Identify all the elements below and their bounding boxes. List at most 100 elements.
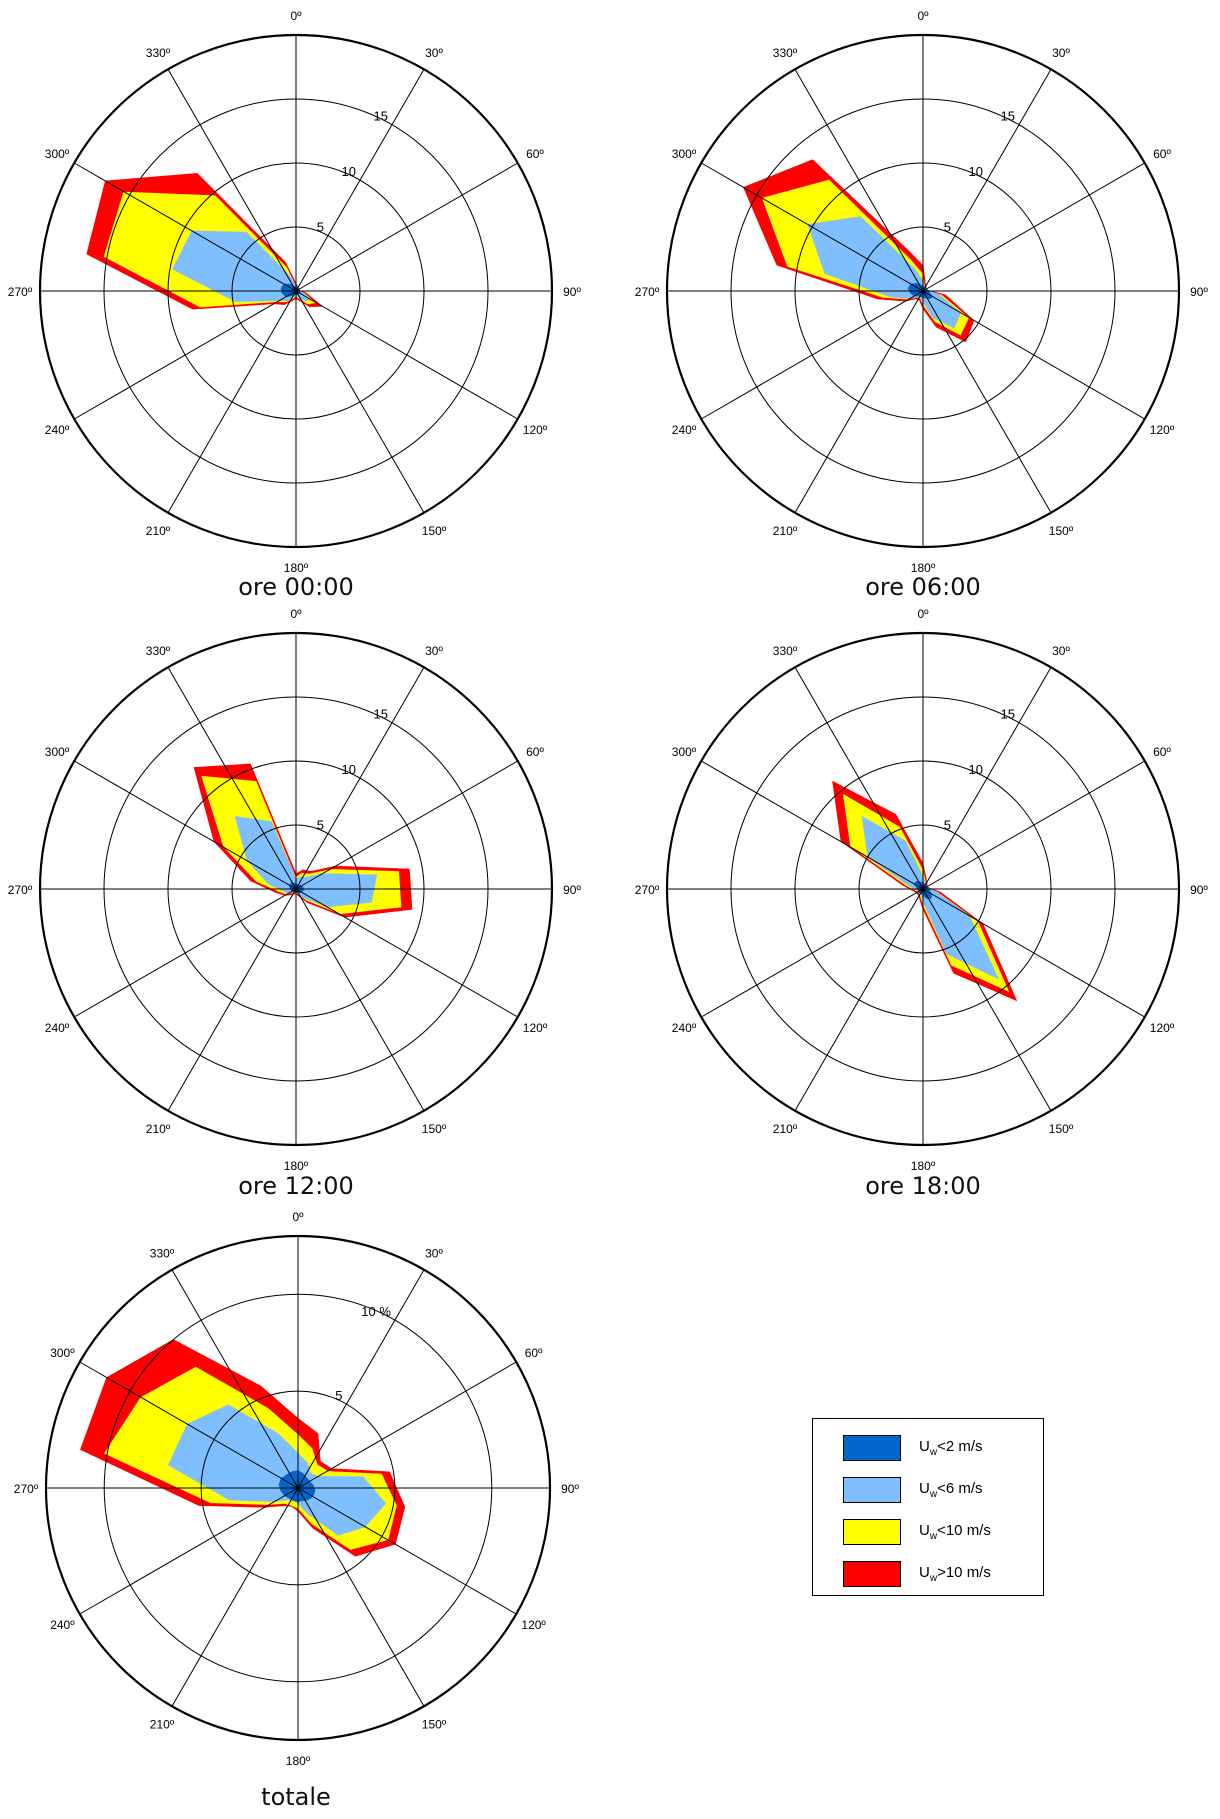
spoke-150 [922, 290, 1052, 513]
direction-label-330: 330º [150, 1246, 175, 1260]
direction-label-210: 210º [146, 524, 171, 538]
direction-label-90: 90º [1190, 285, 1208, 299]
direction-label-90: 90º [563, 285, 581, 299]
direction-label-150: 150º [1049, 524, 1074, 538]
direction-label-270: 270º [8, 285, 33, 299]
spoke-210 [167, 290, 297, 513]
direction-label-60: 60º [1153, 147, 1171, 161]
spoke-240 [79, 1487, 299, 1615]
direction-label-180: 180º [284, 561, 309, 575]
direction-label-180: 180º [911, 1159, 936, 1173]
ring-label: 5 [317, 220, 324, 235]
direction-label-180: 180º [911, 561, 936, 575]
spoke-300 [79, 1361, 299, 1489]
direction-label-90: 90º [563, 883, 581, 897]
spoke-300 [701, 760, 924, 890]
spoke-210 [794, 290, 924, 513]
spoke-60 [922, 162, 1145, 292]
rose-title-1800: ore 18:00 [865, 1172, 981, 1200]
direction-label-210: 210º [773, 1122, 798, 1136]
ring-label: 15 [1001, 707, 1015, 722]
direction-label-330: 330º [773, 46, 798, 60]
spoke-60 [297, 1361, 517, 1489]
direction-label-30: 30º [1052, 46, 1070, 60]
direction-label-210: 210º [773, 524, 798, 538]
direction-label-300: 300º [45, 147, 70, 161]
wind-rose-1800: 510150º30º60º90º120º150º180º210º240º270º… [635, 607, 1209, 1173]
spoke-210 [171, 1487, 299, 1707]
direction-label-120: 120º [521, 1618, 546, 1632]
direction-label-300: 300º [672, 147, 697, 161]
ring-label: 15 [1001, 109, 1015, 124]
spoke-120 [297, 1487, 517, 1615]
direction-label-270: 270º [14, 1482, 39, 1496]
direction-label-300: 300º [50, 1346, 75, 1360]
spoke-60 [295, 162, 518, 292]
direction-label-60: 60º [526, 745, 544, 759]
direction-label-150: 150º [422, 1718, 447, 1732]
direction-label-0: 0º [290, 9, 302, 23]
spoke-210 [794, 888, 924, 1111]
ring-label: 15 [374, 109, 388, 124]
legend-swatch-uw-gt-10 [843, 1561, 901, 1587]
spoke-150 [297, 1487, 425, 1707]
direction-label-270: 270º [8, 883, 33, 897]
ring-label: 5 [944, 220, 951, 235]
spoke-30 [295, 69, 425, 292]
spoke-240 [74, 888, 297, 1018]
direction-label-240: 240º [45, 1021, 70, 1035]
spoke-240 [701, 290, 924, 420]
legend-label-uw-lt-2: Uw<2 m/s [919, 1438, 983, 1458]
spoke-150 [922, 888, 1052, 1111]
wind-rose-0000: 510150º30º60º90º120º150º180º210º240º270º… [8, 9, 582, 575]
direction-label-90: 90º [561, 1482, 579, 1496]
direction-label-150: 150º [422, 1122, 447, 1136]
ring-label: 10 [969, 762, 983, 777]
rose-title-0000: ore 00:00 [238, 573, 354, 601]
spoke-330 [794, 69, 924, 292]
ring-label: 5 [335, 1388, 342, 1403]
direction-label-60: 60º [526, 147, 544, 161]
direction-label-240: 240º [50, 1618, 75, 1632]
direction-label-270: 270º [635, 285, 660, 299]
direction-label-300: 300º [45, 745, 70, 759]
direction-label-30: 30º [425, 644, 443, 658]
outer-circle [38, 631, 554, 1147]
direction-label-150: 150º [422, 524, 447, 538]
ring-label: 10 [342, 762, 356, 777]
rose-title-0600: ore 06:00 [865, 573, 981, 601]
direction-label-330: 330º [146, 644, 171, 658]
outer-circle [665, 631, 1181, 1147]
direction-label-240: 240º [45, 423, 70, 437]
spoke-120 [295, 888, 518, 1018]
legend-item-uw-lt-10: Uw<10 m/s [843, 1517, 991, 1547]
series-uwlt6-m-s [234, 816, 377, 908]
direction-label-60: 60º [1153, 745, 1171, 759]
direction-label-330: 330º [773, 644, 798, 658]
direction-label-180: 180º [286, 1754, 311, 1768]
legend-item-uw-gt-10: Uw>10 m/s [843, 1559, 991, 1589]
spoke-150 [295, 290, 425, 513]
direction-label-0: 0º [292, 1210, 304, 1224]
legend-label-uw-gt-10: Uw>10 m/s [919, 1564, 991, 1584]
wind-rose-1200: 510150º30º60º90º120º150º180º210º240º270º… [8, 607, 582, 1173]
spoke-300 [74, 760, 297, 890]
spoke-330 [167, 667, 297, 890]
spoke-120 [922, 888, 1145, 1018]
direction-label-120: 120º [523, 1021, 548, 1035]
direction-label-210: 210º [150, 1718, 175, 1732]
outer-circle [665, 33, 1181, 549]
ring-label: 10 % [361, 1304, 391, 1319]
wind-rose-0600: 510150º30º60º90º120º150º180º210º240º270º… [635, 9, 1209, 575]
spoke-30 [922, 667, 1052, 890]
direction-label-270: 270º [635, 883, 660, 897]
legend-item-uw-lt-6: Uw<6 m/s [843, 1475, 983, 1505]
legend-label-uw-lt-6: Uw<6 m/s [919, 1480, 983, 1500]
direction-label-30: 30º [425, 1246, 443, 1260]
spoke-30 [295, 667, 425, 890]
direction-label-30: 30º [1052, 644, 1070, 658]
direction-label-150: 150º [1049, 1122, 1074, 1136]
legend-swatch-uw-lt-6 [843, 1477, 901, 1503]
spoke-120 [295, 290, 518, 420]
spoke-240 [74, 290, 297, 420]
